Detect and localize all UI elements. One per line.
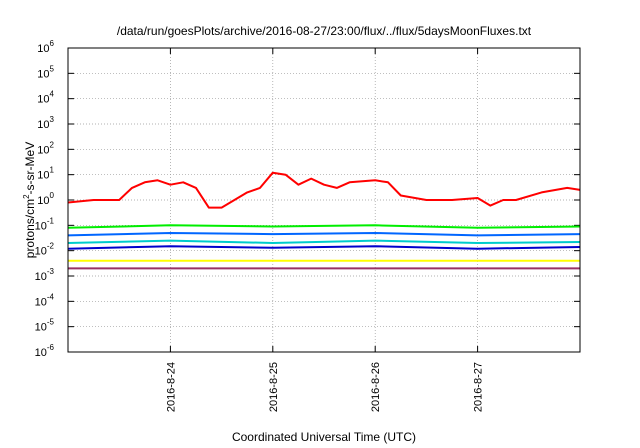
y-tick-exp: 0: [50, 191, 55, 200]
y-tick-base: 10: [35, 271, 47, 283]
x-tick-label: 2016-8-24: [165, 362, 177, 412]
y-tick-base: 10: [35, 220, 47, 232]
y-axis-label-sup: 2: [22, 194, 31, 199]
y-tick-exp: 1: [50, 166, 55, 175]
y-tick-exp: 6: [50, 39, 55, 48]
y-tick-base: 10: [37, 94, 49, 106]
y-tick-exp: -5: [47, 318, 55, 327]
y-tick-exp: -1: [47, 216, 55, 225]
y-tick-label: 101: [37, 166, 54, 182]
y-tick-exp: 3: [50, 115, 55, 124]
y-tick-exp: -4: [47, 292, 55, 301]
y-tick-base: 10: [37, 144, 49, 156]
y-tick-label: 10-2: [35, 242, 55, 258]
series-line: [67, 232, 581, 237]
y-tick-label: 106: [37, 39, 54, 55]
y-tick-label: 105: [37, 64, 54, 80]
y-tick-base: 10: [35, 296, 47, 308]
y-axis-ticks: 10-610-510-410-310-210-11001011021031041…: [35, 39, 580, 359]
y-tick-base: 10: [37, 170, 49, 182]
series-line: [67, 171, 581, 209]
y-tick-label: 102: [37, 140, 54, 156]
y-tick-label: 10-3: [35, 267, 55, 283]
y-tick-label: 10-4: [35, 292, 55, 308]
x-tick-label: 2016-8-26: [370, 362, 382, 412]
y-tick-base: 10: [35, 347, 47, 359]
y-tick-exp: 5: [50, 64, 55, 73]
y-tick-exp: 4: [50, 90, 55, 99]
y-tick-exp: -3: [47, 267, 55, 276]
y-tick-base: 10: [35, 322, 47, 334]
y-tick-label: 103: [37, 115, 54, 131]
plot-frame: [67, 47, 581, 353]
y-axis-label-part1: protons/cm: [23, 199, 37, 258]
x-axis-label: Coordinated Universal Time (UTC): [232, 430, 416, 444]
series-line: [67, 224, 581, 229]
y-tick-label: 100: [37, 191, 54, 207]
y-axis-label: protons/cm2-s-sr-MeV: [22, 142, 37, 258]
y-tick-label: 10-6: [35, 343, 55, 359]
y-tick-exp: -2: [47, 242, 55, 251]
grid: [68, 48, 580, 352]
y-axis-label-part2: -s-sr-MeV: [23, 142, 37, 195]
y-tick-label: 10-5: [35, 318, 55, 334]
y-tick-label: 10-1: [35, 216, 55, 232]
y-tick-exp: 2: [50, 140, 55, 149]
y-tick-base: 10: [37, 43, 49, 55]
chart-title: /data/run/goesPlots/archive/2016-08-27/2…: [117, 24, 532, 38]
y-tick-base: 10: [37, 195, 49, 207]
x-axis-ticks: 2016-8-24 2016-8-25 2016-8-26 2016-8-27: [165, 48, 485, 412]
y-tick-base: 10: [35, 246, 47, 258]
y-tick-base: 10: [37, 68, 49, 80]
series-group: [67, 171, 581, 270]
y-tick-exp: -6: [47, 343, 55, 352]
series-line: [67, 245, 581, 250]
series-line: [67, 239, 581, 244]
y-tick-base: 10: [37, 119, 49, 131]
x-tick-label: 2016-8-25: [268, 362, 280, 412]
x-tick-label: 2016-8-27: [473, 362, 485, 412]
y-tick-label: 104: [37, 90, 54, 106]
